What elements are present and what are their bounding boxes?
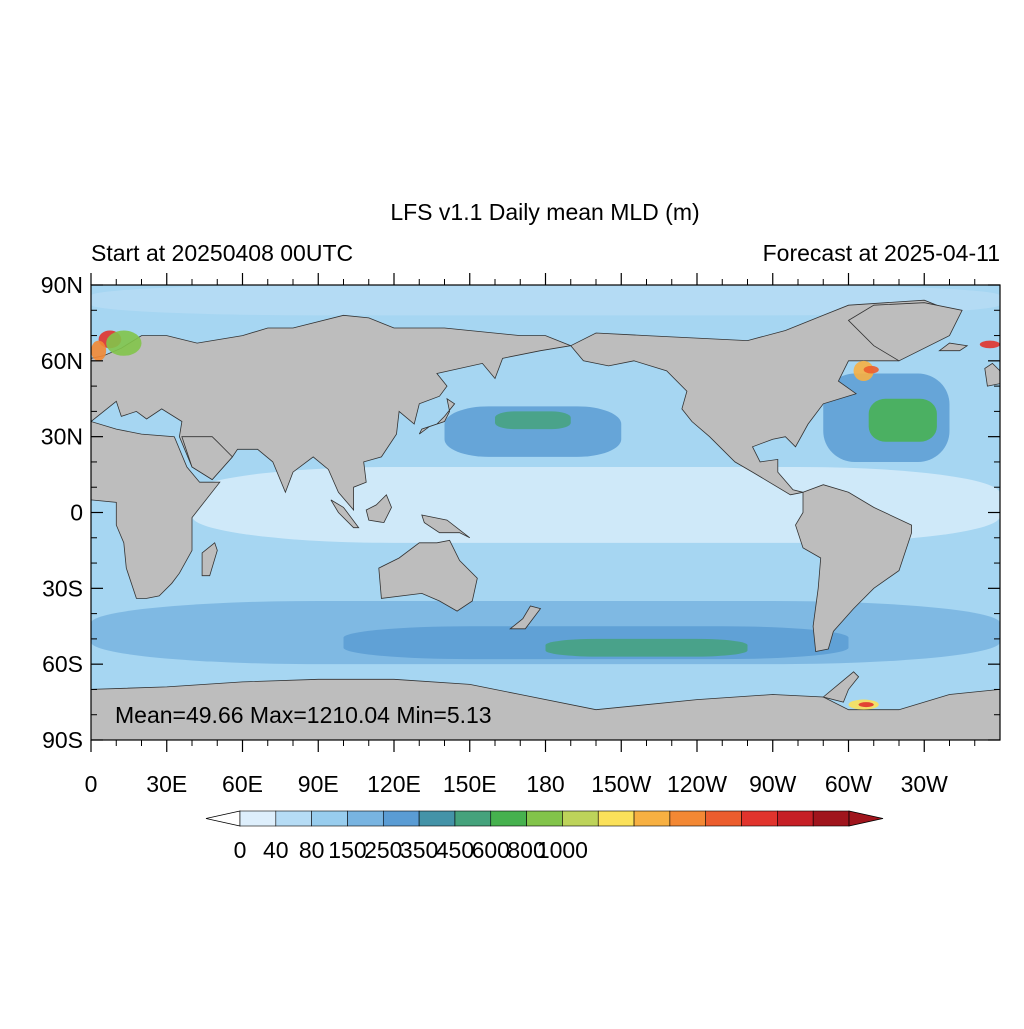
colorbar-label: 450 bbox=[436, 837, 474, 863]
colorbar-swatch bbox=[526, 810, 563, 827]
x-tick-label: 180 bbox=[526, 771, 564, 797]
hotspot-labrador-red bbox=[863, 365, 879, 374]
hotspot-nordic-orange bbox=[91, 340, 107, 361]
land-japan bbox=[418, 397, 456, 435]
colorbar-label: 80 bbox=[299, 837, 325, 863]
x-tick-label: 150E bbox=[443, 771, 497, 797]
map-area bbox=[91, 285, 1000, 740]
field-np-subtropic bbox=[444, 406, 622, 457]
land-new-guinea bbox=[421, 514, 471, 539]
colorbar-label: 1000 bbox=[537, 837, 588, 863]
land-africa bbox=[91, 421, 221, 599]
x-tick-label: 90E bbox=[298, 771, 339, 797]
land-new-zealand bbox=[509, 605, 542, 630]
land-antarctic-peninsula bbox=[822, 671, 860, 703]
field-so-green bbox=[545, 638, 748, 657]
colorbar-label: 40 bbox=[263, 837, 289, 863]
y-tick-label: 30N bbox=[41, 424, 83, 450]
land-iceland bbox=[938, 342, 969, 352]
colorbar-swatch bbox=[382, 810, 420, 827]
y-tick-label: 30S bbox=[42, 575, 83, 601]
stats-label: Mean=49.66 Max=1210.04 Min=5.13 bbox=[115, 702, 492, 728]
y-tick-label: 90N bbox=[41, 272, 83, 298]
x-tick-label: 60W bbox=[825, 771, 873, 797]
colorbar-label: 800 bbox=[507, 837, 545, 863]
hotspot-nordic-green bbox=[106, 330, 142, 356]
land-north-america bbox=[570, 299, 951, 496]
land-south-america bbox=[795, 484, 912, 652]
y-tick-label: 60S bbox=[42, 651, 83, 677]
colorbar-swatch bbox=[454, 810, 492, 827]
hotspot-labrador-orange bbox=[853, 360, 874, 382]
colorbar-label: 0 bbox=[234, 837, 247, 863]
colorbar-under-arrow bbox=[205, 810, 241, 827]
colorbar-label: 250 bbox=[364, 837, 402, 863]
colorbar-swatch bbox=[705, 810, 742, 827]
colorbar-swatch bbox=[777, 810, 814, 827]
colorbar-swatch bbox=[633, 810, 671, 827]
x-tick-label: 120E bbox=[367, 771, 421, 797]
x-tick-label: 90W bbox=[749, 771, 797, 797]
colorbar-label: 600 bbox=[472, 837, 510, 863]
land-arabia-fill bbox=[181, 436, 233, 481]
colorbar-swatch bbox=[812, 810, 850, 827]
colorbar-swatch bbox=[239, 810, 277, 827]
land-greenland bbox=[847, 302, 963, 362]
colorbar-swatch bbox=[562, 810, 599, 827]
colorbar-swatch bbox=[669, 810, 707, 827]
colorbar-label: 150 bbox=[328, 837, 366, 863]
land-uk bbox=[984, 362, 1000, 387]
x-tick-label: 30W bbox=[901, 771, 949, 797]
mld-hotspot-layer bbox=[91, 330, 1000, 710]
field-na-green bbox=[868, 398, 937, 442]
x-tick-label: 30E bbox=[146, 771, 187, 797]
field-np-green bbox=[495, 411, 571, 430]
colorbar-swatch bbox=[418, 810, 456, 827]
y-tick-label: 90S bbox=[42, 727, 83, 753]
land-antarctica bbox=[91, 678, 1000, 740]
land-madagascar bbox=[201, 542, 218, 577]
right-subtitle: Forecast at 2025-04-11 bbox=[763, 240, 1000, 266]
land-australia bbox=[378, 539, 478, 612]
colorbar-swatch bbox=[347, 810, 384, 827]
colorbar-swatch bbox=[490, 810, 527, 827]
land-borneo bbox=[365, 494, 392, 524]
hotspot-weddell-red bbox=[858, 702, 874, 708]
hotspot-irminger-red bbox=[979, 340, 1000, 349]
y-tick-label: 60N bbox=[41, 348, 83, 374]
colorbar-swatch bbox=[311, 810, 348, 827]
colorbar-swatch bbox=[275, 810, 312, 827]
land-layer bbox=[91, 299, 1000, 740]
x-tick-label: 60E bbox=[222, 771, 263, 797]
colorbar-swatch bbox=[597, 810, 635, 827]
y-tick-label: 0 bbox=[70, 500, 83, 526]
field-arctic bbox=[91, 285, 1000, 316]
left-subtitle: Start at 20250408 00UTC bbox=[91, 240, 353, 266]
colorbar-over-arrow bbox=[848, 810, 884, 827]
plot-title: LFS v1.1 Daily mean MLD (m) bbox=[390, 199, 699, 225]
x-tick-label: 0 bbox=[85, 771, 98, 797]
colorbar-label: 350 bbox=[400, 837, 438, 863]
x-tick-label: 120W bbox=[667, 771, 727, 797]
x-tick-label: 150W bbox=[591, 771, 651, 797]
land-sumatra bbox=[330, 499, 360, 529]
colorbar-swatch bbox=[741, 810, 778, 827]
